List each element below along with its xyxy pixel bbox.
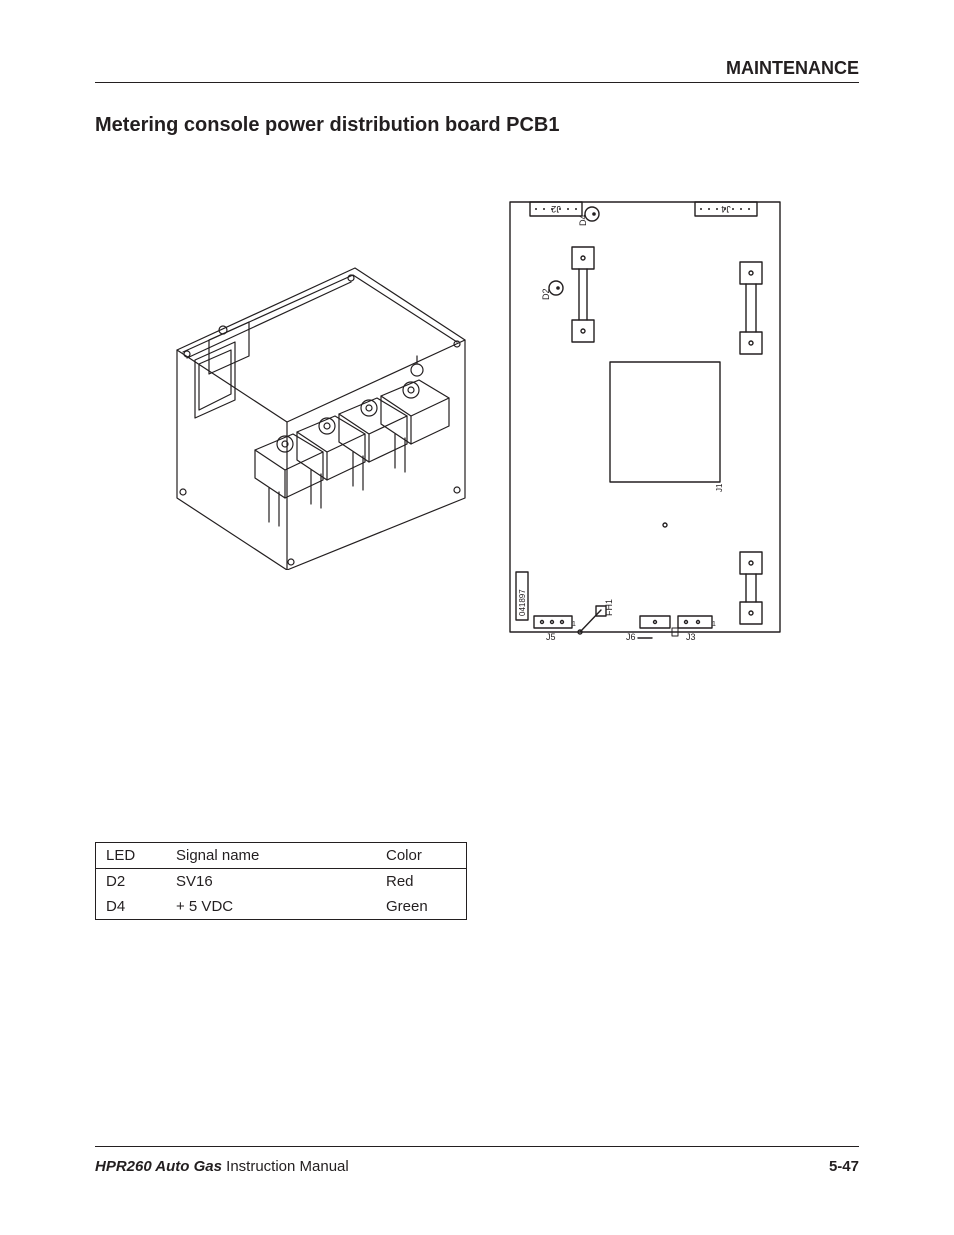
label-j5: J5 [546, 632, 556, 642]
console-iso-drawing [165, 230, 475, 570]
label-d4: D4 [578, 214, 588, 226]
figure-area: J2 D4 D2 J4 [95, 180, 859, 660]
cell-color: Green [376, 894, 467, 920]
header-section: MAINTENANCE [726, 58, 859, 79]
page-root: MAINTENANCE Metering console power distr… [0, 0, 954, 1235]
cell-color: Red [376, 869, 467, 895]
cell-led: D2 [96, 869, 167, 895]
header-rule [95, 82, 859, 83]
cell-signal: SV16 [166, 869, 376, 895]
cell-signal: + 5 VDC [166, 894, 376, 920]
led-table-header: LED Signal name Color [96, 843, 467, 869]
footer-page-number: 5-47 [829, 1158, 859, 1175]
cell-led: D4 [96, 894, 167, 920]
svg-text:1: 1 [572, 621, 576, 628]
footer-product: HPR260 Auto Gas [95, 1158, 222, 1175]
label-d2: D2 [541, 288, 551, 300]
col-signal: Signal name [166, 843, 376, 869]
table-row: D4 + 5 VDC Green [96, 894, 467, 920]
label-j4: J4 [721, 204, 731, 214]
footer-doc: Instruction Manual [226, 1158, 349, 1175]
label-fh1: FH1 [604, 599, 614, 616]
table-row: D2 SV16 Red [96, 869, 467, 895]
page-title: Metering console power distribution boar… [95, 114, 559, 137]
led-table: LED Signal name Color D2 SV16 Red D4 + 5… [95, 842, 467, 920]
footer-rule [95, 1146, 859, 1147]
label-j1: J1 [715, 483, 724, 492]
col-led: LED [96, 843, 167, 869]
label-board-id: 041897 [518, 589, 527, 616]
footer-left: HPR260 Auto Gas Instruction Manual [95, 1158, 349, 1175]
col-color: Color [376, 843, 467, 869]
label-j3: J3 [686, 632, 696, 642]
pcb-layout-drawing: J2 D4 D2 J4 [500, 192, 790, 642]
svg-text:1: 1 [712, 621, 716, 628]
label-j6: J6 [626, 632, 636, 642]
label-j2: J2 [551, 204, 561, 214]
